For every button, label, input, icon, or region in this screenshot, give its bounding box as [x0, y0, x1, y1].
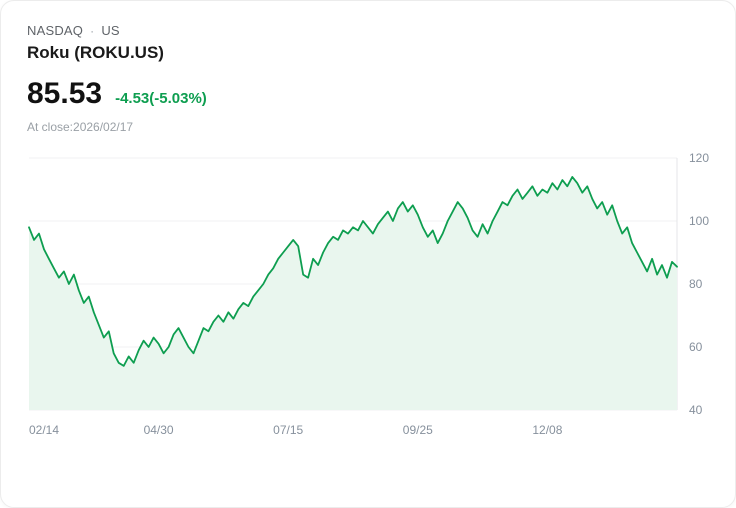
exchange-row: NASDAQ · US	[27, 23, 709, 38]
svg-text:60: 60	[689, 340, 703, 354]
svg-text:04/30: 04/30	[144, 423, 174, 437]
stock-name: Roku (ROKU.US)	[27, 43, 164, 62]
svg-text:02/14: 02/14	[29, 423, 59, 437]
svg-text:100: 100	[689, 214, 709, 228]
card-header: NASDAQ · US Roku (ROKU.US) 85.53 -4.53(-…	[1, 1, 735, 134]
svg-text:40: 40	[689, 403, 703, 417]
svg-text:07/15: 07/15	[273, 423, 303, 437]
svg-text:09/25: 09/25	[403, 423, 433, 437]
exchange-label: NASDAQ	[27, 23, 84, 38]
svg-text:80: 80	[689, 277, 703, 291]
price-row: 85.53 -4.53(-5.03%)	[27, 79, 709, 109]
svg-text:12/08: 12/08	[532, 423, 562, 437]
price-chart[interactable]: 40 60 80 100 120 02/14 04/30 07/15 09/25 12/08	[1, 148, 735, 446]
as-of-label: At close:2026/02/17	[27, 120, 134, 134]
region-label: US	[101, 23, 120, 38]
last-price: 85.53	[27, 77, 103, 110]
price-chart-svg[interactable]: 40 60 80 100 120 02/14 04/30 07/15 09/25 12/08	[13, 148, 725, 446]
svg-text:120: 120	[689, 151, 709, 165]
price-change: -4.53(-5.03%)	[115, 90, 207, 107]
separator-dot: ·	[90, 23, 95, 38]
